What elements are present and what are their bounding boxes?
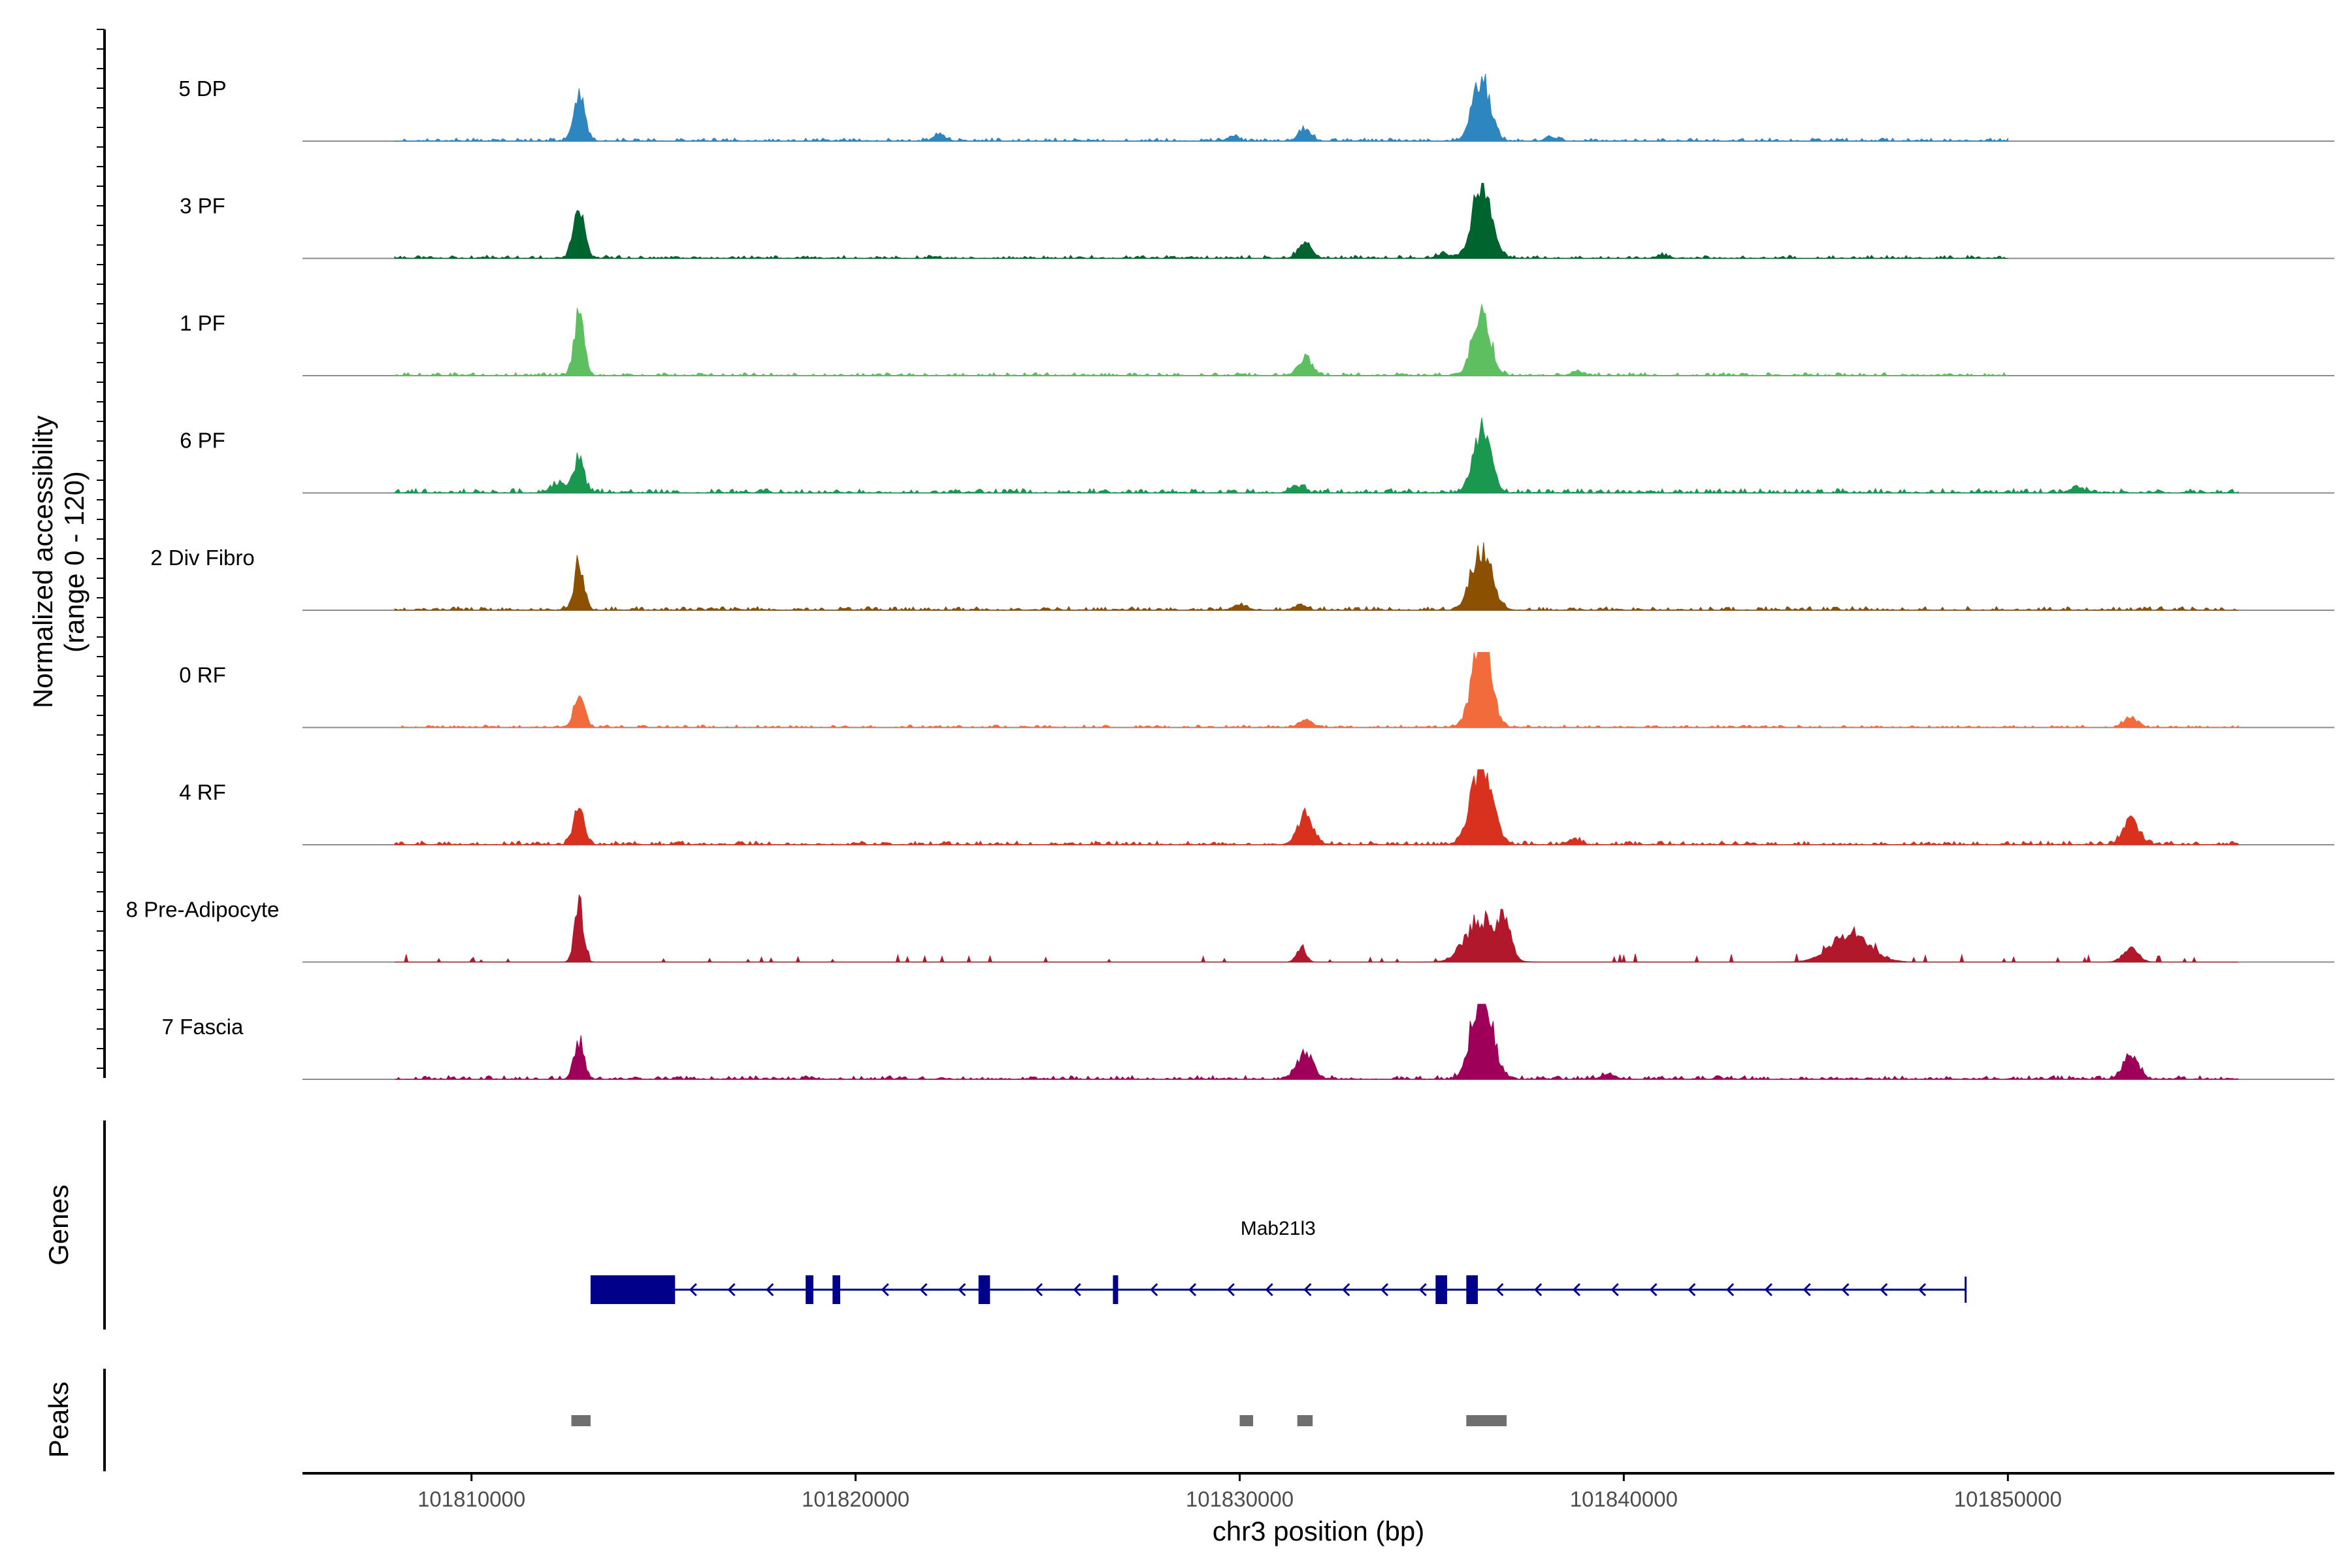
track-7-fascia: 7 Fascia [162,1004,2334,1080]
track-5-dp: 5 DP [178,73,2334,142]
gene-track: Mab21l3 [590,1218,1967,1304]
coverage-area [395,894,2238,964]
peak-track [571,1415,1507,1426]
exon [1113,1275,1119,1304]
strand-arrow [1764,1282,1772,1297]
track-label: 1 PF [180,311,225,335]
peak-block [1297,1415,1313,1426]
coverage-area [394,542,2239,611]
x-tick-label: 101830000 [1186,1487,1294,1511]
strand-arrow [958,1282,966,1297]
strand-arrow [1073,1282,1081,1297]
strand-arrow [1226,1282,1235,1297]
exon [1435,1275,1447,1304]
track-3-pf: 3 PF [180,183,2334,259]
strand-arrow [919,1282,928,1297]
track-2-div-fibro: 2 Div Fibro [150,542,2334,611]
strand-arrow [1841,1282,1850,1297]
track-label: 0 RF [179,663,226,687]
gene-label: Mab21l3 [1241,1218,1316,1239]
coverage-tracks: 5 DP 3 PF 1 PF 6 PF 2 Div Fibro 0 RF 4 RF 8 Pre… [126,73,2334,1080]
strand-arrow [1265,1282,1273,1297]
strand-arrow [1725,1282,1735,1297]
track-0-rf: 0 RF [179,652,2334,728]
track-8-pre-adipocyte: 8 Pre-Adipocyte [126,894,2334,964]
strand-arrow [1188,1282,1197,1297]
exon [590,1275,676,1304]
strand-arrow [1803,1282,1811,1297]
coverage-area [394,183,2008,259]
exon [1466,1275,1478,1304]
x-tick-label: 101810000 [417,1487,525,1511]
x-axis-label: chr3 position (bp) [1213,1516,1425,1546]
track-label: 4 RF [179,780,226,804]
exon [806,1275,813,1304]
strand-arrow [1380,1282,1389,1297]
y-axis-label-line2: (range 0 - 120) [59,471,90,653]
x-tick-label: 101840000 [1570,1487,1678,1511]
strand-arrow [1034,1282,1043,1297]
coverage-area [395,652,2239,728]
strand-arrow [1688,1282,1696,1297]
strand-arrow [689,1282,697,1297]
track-4-rf: 4 RF [179,769,2334,845]
track-1-pf: 1 PF [180,304,2334,376]
strand-arrow [727,1282,736,1297]
track-label: 6 PF [180,429,225,453]
peaks-axis-label: Peaks [43,1382,74,1458]
peak-block [571,1415,591,1426]
genes-axis-label: Genes [43,1184,74,1266]
strand-arrow [1303,1282,1312,1297]
track-label: 5 DP [178,76,226,101]
strand-arrow [766,1282,774,1297]
strand-arrow [881,1282,889,1297]
track-label: 2 Div Fibro [150,546,255,570]
strand-arrow [1918,1282,1927,1297]
coverage-area [394,417,2239,494]
coverage-area [394,769,2239,845]
coverage-area [395,73,2008,142]
exon [832,1275,841,1304]
peak-block [1239,1415,1254,1426]
x-tick-label: 101820000 [802,1487,909,1511]
coverage-y-ticks [97,29,105,1069]
coverage-area [395,1004,2239,1080]
strand-arrow [1880,1282,1888,1297]
strand-arrow [1342,1282,1350,1297]
x-tick-label: 101850000 [1954,1487,2062,1511]
track-6-pf: 6 PF [180,417,2334,494]
strand-arrow [1534,1282,1543,1297]
exon [978,1275,990,1304]
strand-arrow [1418,1282,1427,1297]
strand-arrow [1495,1282,1504,1297]
strand-arrow [1610,1282,1619,1297]
coverage-area [393,304,2008,376]
strand-arrow [1150,1282,1158,1297]
track-label: 8 Pre-Adipocyte [126,898,280,922]
peak-block [1466,1415,1507,1426]
strand-arrow [1572,1282,1581,1297]
strand-arrow [1649,1282,1658,1297]
y-axis-label-line1: Normalized accessibility [27,416,58,708]
track-label: 3 PF [180,194,225,218]
x-axis-ticks: 101810000 101820000 101830000 101840000 1018… [417,1473,2062,1511]
track-label: 7 Fascia [162,1015,244,1039]
